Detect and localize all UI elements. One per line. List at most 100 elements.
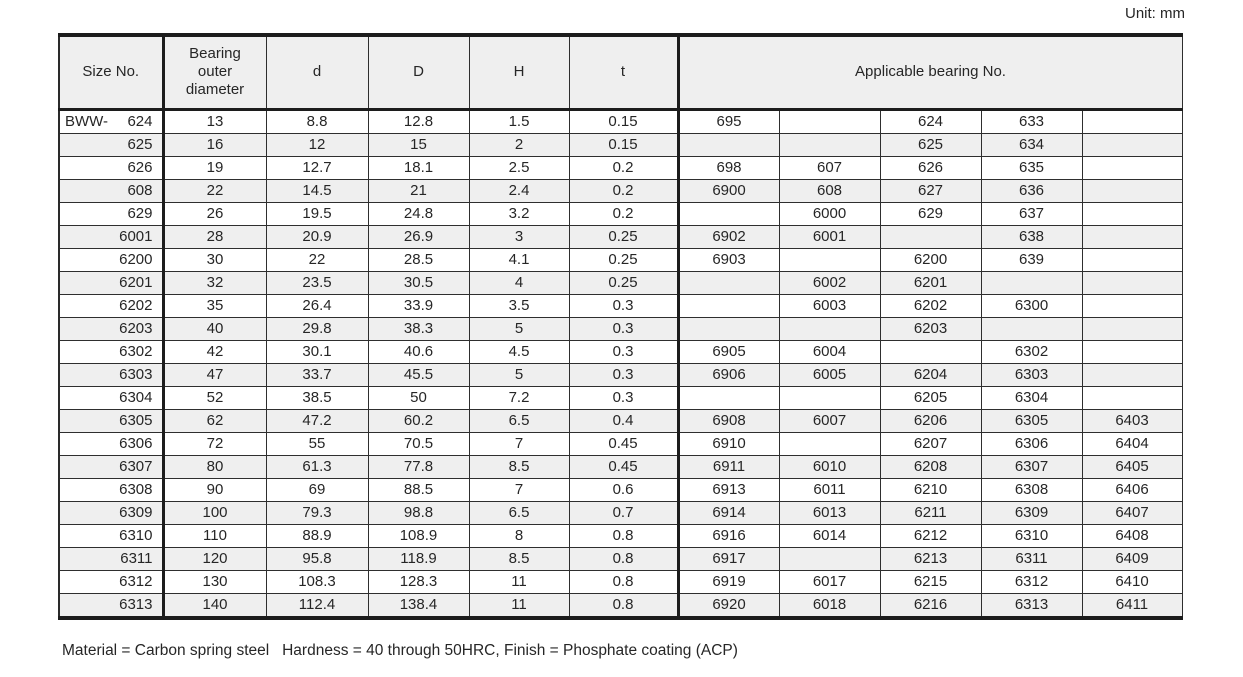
cell-applicable_1: 695 bbox=[677, 108, 780, 134]
cell-applicable_4: 637 bbox=[980, 201, 1083, 226]
cell-applicable_2 bbox=[778, 247, 881, 272]
cell-applicable_3: 6208 bbox=[879, 454, 982, 479]
cell-applicable_3: 6211 bbox=[879, 500, 982, 525]
cell-applicable_5 bbox=[1081, 247, 1183, 272]
cell-t: 0.2 bbox=[568, 201, 680, 226]
table-row: 6304 52 38.5 50 7.2 0.3 6205 6304 bbox=[58, 385, 1183, 410]
cell-applicable_5: 6407 bbox=[1081, 500, 1183, 525]
cell-applicable_5 bbox=[1081, 293, 1183, 318]
cell-d: 38.5 bbox=[265, 385, 369, 410]
cell-d: 14.5 bbox=[265, 178, 369, 203]
header-applicable-bearing-no: Applicable bearing No. bbox=[677, 34, 1183, 111]
cell-applicable_5 bbox=[1081, 155, 1183, 180]
cell-t: 0.25 bbox=[568, 247, 680, 272]
cell-applicable_5: 6405 bbox=[1081, 454, 1183, 479]
cell-H: 6.5 bbox=[468, 408, 570, 433]
cell-applicable_1: 6903 bbox=[677, 247, 780, 272]
cell-bearing_outer_diameter: 30 bbox=[162, 247, 267, 272]
cell-D: 21 bbox=[367, 178, 470, 203]
cell-d: 33.7 bbox=[265, 362, 369, 387]
cell-D: 28.5 bbox=[367, 247, 470, 272]
cell-applicable_5: 6409 bbox=[1081, 546, 1183, 571]
cell-applicable_3: 6204 bbox=[879, 362, 982, 387]
cell-applicable_3: 6210 bbox=[879, 477, 982, 502]
cell-bearing_outer_diameter: 22 bbox=[162, 178, 267, 203]
cell-applicable_4: 6309 bbox=[980, 500, 1083, 525]
cell-t: 0.3 bbox=[568, 316, 680, 341]
cell-bearing_outer_diameter: 72 bbox=[162, 431, 267, 456]
cell-d: 112.4 bbox=[265, 592, 369, 618]
cell-D: 40.6 bbox=[367, 339, 470, 364]
cell-D: 12.8 bbox=[367, 108, 470, 134]
table-row: 6307 80 61.3 77.8 8.5 0.45 6911 6010 6208 6307 640… bbox=[58, 454, 1183, 479]
cell-D: 38.3 bbox=[367, 316, 470, 341]
cell-bearing_outer_diameter: 19 bbox=[162, 155, 267, 180]
cell-D: 98.8 bbox=[367, 500, 470, 525]
table-row: 6201 32 23.5 30.5 4 0.25 6002 6201 bbox=[58, 270, 1183, 295]
cell-bearing_outer_diameter: 52 bbox=[162, 385, 267, 410]
cell-applicable_2 bbox=[778, 546, 881, 571]
table-row: 6303 47 33.7 45.5 5 0.3 6906 6005 6204 6303 bbox=[58, 362, 1183, 387]
cell-applicable_1: 6914 bbox=[677, 500, 780, 525]
cell-applicable_3: 6206 bbox=[879, 408, 982, 433]
table-row: 6200 30 22 28.5 4.1 0.25 6903 6200 639 bbox=[58, 247, 1183, 272]
cell-applicable_3: 6212 bbox=[879, 523, 982, 548]
cell-applicable_3: 624 bbox=[879, 108, 982, 134]
cell-applicable_1: 698 bbox=[677, 155, 780, 180]
cell-applicable_4: 6311 bbox=[980, 546, 1083, 571]
cell-t: 0.8 bbox=[568, 569, 680, 594]
cell-size_no: 6311 bbox=[58, 546, 165, 571]
cell-applicable_3: 6216 bbox=[879, 592, 982, 618]
cell-applicable_5: 6406 bbox=[1081, 477, 1183, 502]
cell-D: 33.9 bbox=[367, 293, 470, 318]
cell-H: 2.5 bbox=[468, 155, 570, 180]
cell-t: 0.25 bbox=[568, 224, 680, 249]
cell-size_no: 6302 bbox=[58, 339, 165, 364]
cell-D: 60.2 bbox=[367, 408, 470, 433]
cell-H: 11 bbox=[468, 569, 570, 594]
cell-applicable_3: 627 bbox=[879, 178, 982, 203]
cell-applicable_3: 6201 bbox=[879, 270, 982, 295]
header-H: H bbox=[468, 34, 570, 111]
cell-H: 4.5 bbox=[468, 339, 570, 364]
cell-applicable_4: 636 bbox=[980, 178, 1083, 203]
cell-applicable_4: 6300 bbox=[980, 293, 1083, 318]
cell-applicable_1 bbox=[677, 132, 780, 157]
cell-D: 15 bbox=[367, 132, 470, 157]
cell-applicable_4: 6313 bbox=[980, 592, 1083, 618]
cell-applicable_5 bbox=[1081, 316, 1183, 341]
cell-d: 88.9 bbox=[265, 523, 369, 548]
cell-d: 69 bbox=[265, 477, 369, 502]
cell-applicable_2 bbox=[778, 316, 881, 341]
cell-applicable_3: 6205 bbox=[879, 385, 982, 410]
cell-bearing_outer_diameter: 32 bbox=[162, 270, 267, 295]
cell-size_no: 6202 bbox=[58, 293, 165, 318]
table-row: 6305 62 47.2 60.2 6.5 0.4 6908 6007 6206 6305 6403 bbox=[58, 408, 1183, 433]
cell-H: 7.2 bbox=[468, 385, 570, 410]
table-row: 6310 110 88.9 108.9 8 0.8 6916 6014 6212 6310 6408 bbox=[58, 523, 1183, 548]
cell-t: 0.8 bbox=[568, 592, 680, 618]
cell-applicable_2: 6001 bbox=[778, 224, 881, 249]
cell-size_no: 6203 bbox=[58, 316, 165, 341]
cell-applicable_4: 6308 bbox=[980, 477, 1083, 502]
cell-applicable_4: 6312 bbox=[980, 569, 1083, 594]
cell-applicable_4 bbox=[980, 270, 1083, 295]
cell-t: 0.15 bbox=[568, 132, 680, 157]
cell-bearing_outer_diameter: 62 bbox=[162, 408, 267, 433]
cell-d: 19.5 bbox=[265, 201, 369, 226]
cell-H: 8 bbox=[468, 523, 570, 548]
cell-applicable_2 bbox=[778, 108, 881, 134]
table-row: 626 19 12.7 18.1 2.5 0.2 698 607 626 635 bbox=[58, 155, 1183, 180]
cell-applicable_4: 6303 bbox=[980, 362, 1083, 387]
cell-D: 24.8 bbox=[367, 201, 470, 226]
cell-t: 0.3 bbox=[568, 339, 680, 364]
cell-t: 0.3 bbox=[568, 293, 680, 318]
cell-applicable_3: 6215 bbox=[879, 569, 982, 594]
cell-d: 26.4 bbox=[265, 293, 369, 318]
cell-size_no: 6304 bbox=[58, 385, 165, 410]
cell-t: 0.4 bbox=[568, 408, 680, 433]
header-size-no: Size No. bbox=[58, 34, 165, 111]
cell-size_no: 6312 bbox=[58, 569, 165, 594]
cell-applicable_2: 6000 bbox=[778, 201, 881, 226]
cell-applicable_4: 6302 bbox=[980, 339, 1083, 364]
